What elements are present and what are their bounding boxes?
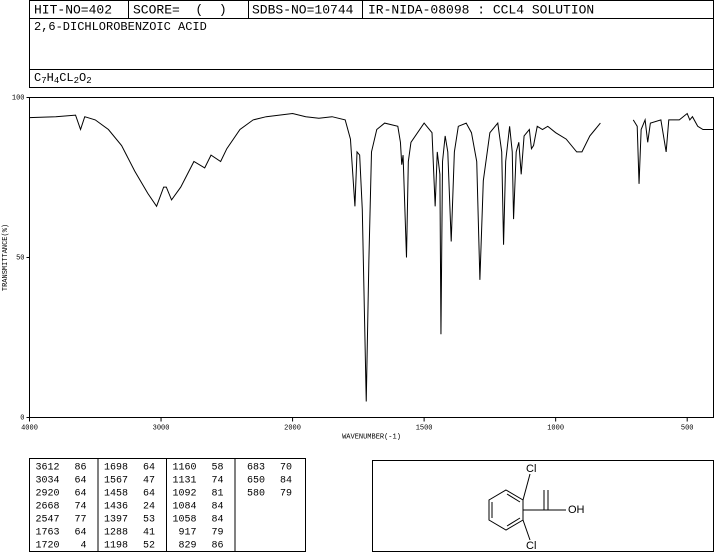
peak-transmittance: 74 [211, 476, 223, 487]
peak-transmittance: 41 [143, 528, 155, 539]
peak-wavenumber: 1436 [104, 502, 128, 513]
y-tick-label: 50 [16, 254, 24, 262]
peak-wavenumber: 2668 [35, 502, 59, 513]
x-tick-label: 3000 [153, 424, 170, 432]
peak-wavenumber: 1092 [172, 489, 196, 500]
structure-box [372, 460, 714, 552]
plot-frame [29, 97, 714, 418]
peak-transmittance: 64 [74, 528, 86, 539]
peak-wavenumber: 1397 [104, 515, 128, 526]
peak-wavenumber: 580 [247, 489, 265, 500]
y-tick-label: 100 [12, 94, 25, 102]
formula-element: CL [59, 71, 73, 85]
x-tick-label: 1500 [416, 424, 433, 432]
peak-table-box [29, 458, 306, 552]
peak-wavenumber: 1160 [172, 463, 196, 474]
y-axis-label: TRANSMITTANCE(%) [2, 224, 10, 291]
peak-wavenumber: 1084 [172, 502, 196, 513]
peak-wavenumber: 683 [247, 463, 265, 474]
x-axis-label: WAVENUMBER(-1) [342, 433, 401, 441]
formula-element: C [34, 71, 41, 85]
method: IR-NIDA-08098 : CCL4 SOLUTION [368, 2, 594, 17]
peak-transmittance: 79 [280, 489, 292, 500]
score: SCORE= ( ) [133, 2, 227, 17]
peak-transmittance: 4 [80, 541, 86, 552]
peak-transmittance: 64 [74, 489, 86, 500]
x-tick-label: 1000 [547, 424, 564, 432]
formula-subscript: 4 [54, 76, 59, 86]
peak-transmittance: 86 [211, 541, 223, 552]
peak-transmittance: 47 [143, 476, 155, 487]
peak-transmittance: 79 [211, 528, 223, 539]
peak-transmittance: 81 [211, 489, 223, 500]
peak-transmittance: 84 [211, 515, 223, 526]
x-tick-label: 4000 [21, 424, 38, 432]
peak-transmittance: 58 [211, 463, 223, 474]
x-tick-label: 2000 [284, 424, 301, 432]
peak-transmittance: 77 [74, 515, 86, 526]
formula-subscript: 7 [41, 76, 46, 86]
peak-wavenumber: 1567 [104, 476, 128, 487]
peak-wavenumber: 829 [178, 541, 196, 552]
peak-transmittance: 52 [143, 541, 155, 552]
peak-wavenumber: 2547 [35, 515, 59, 526]
peak-table: 3612 86 3034 64 2920 64 2668 74 2547 77 1763 64 1720… [35, 458, 292, 552]
hit-no: HIT-NO=402 [34, 2, 112, 17]
peak-wavenumber: 1458 [104, 489, 128, 500]
peak-wavenumber: 1698 [104, 463, 128, 474]
peak-wavenumber: 3034 [35, 476, 59, 487]
peak-wavenumber: 3612 [35, 463, 59, 474]
formula: C7H4CL2O2 [34, 71, 92, 86]
atom-label: OH [568, 504, 585, 516]
peak-transmittance: 74 [74, 502, 86, 513]
peak-transmittance: 84 [280, 476, 292, 487]
peak-transmittance: 64 [143, 489, 155, 500]
peak-transmittance: 24 [143, 502, 155, 513]
x-tick-label: 500 [681, 424, 694, 432]
peak-wavenumber: 1198 [104, 541, 128, 552]
peak-transmittance: 64 [143, 463, 155, 474]
peak-wavenumber: 2920 [35, 489, 59, 500]
compound-name: 2,6-DICHLOROBENZOIC ACID [34, 20, 207, 34]
peak-wavenumber: 1058 [172, 515, 196, 526]
atom-label: Cl [526, 540, 536, 552]
formula-box [29, 69, 714, 88]
peak-wavenumber: 1763 [35, 528, 59, 539]
peak-transmittance: 84 [211, 502, 223, 513]
peak-transmittance: 86 [74, 463, 86, 474]
peak-wavenumber: 1720 [35, 541, 59, 552]
formula-element: O [79, 71, 86, 85]
peak-wavenumber: 1131 [172, 476, 196, 487]
structure-drawing [488, 473, 566, 541]
spectrum-line [632, 112, 714, 184]
peak-wavenumber: 917 [178, 528, 196, 539]
formula-subscript: 2 [74, 76, 79, 86]
plot: 4000 3000 2000 1500 1000 500 0 50 100 WAVENUMBER(… [2, 94, 714, 441]
peak-transmittance: 70 [280, 463, 292, 474]
atom-label: Cl [526, 463, 536, 475]
formula-element: H [47, 71, 54, 85]
peak-transmittance: 64 [74, 476, 86, 487]
spectrum-line [29, 112, 601, 402]
formula-subscript: 2 [86, 76, 91, 86]
peak-wavenumber: 650 [247, 476, 265, 487]
peak-transmittance: 53 [143, 515, 155, 526]
peak-wavenumber: 1288 [104, 528, 128, 539]
sdbs-no: SDBS-NO=10744 [252, 2, 354, 17]
y-tick-label: 0 [20, 414, 24, 422]
